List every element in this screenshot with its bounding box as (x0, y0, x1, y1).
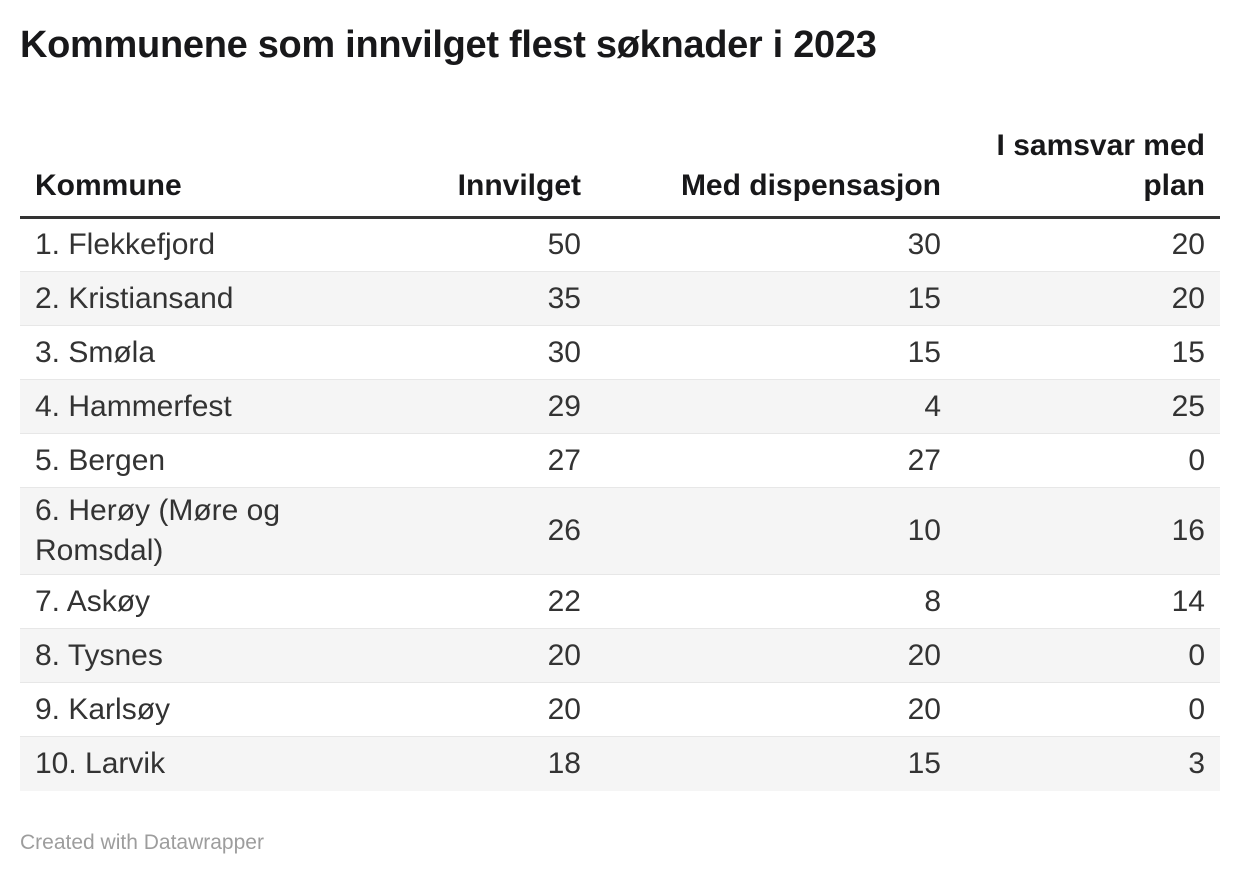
table-header: Kommune Innvilget Med dispensasjon I sam… (20, 126, 1220, 219)
column-header-innvilget: Innvilget (392, 126, 596, 219)
kommune-cell: 6. Herøy (Møre og Romsdal) (20, 487, 392, 575)
value-cell: 20 (596, 628, 956, 683)
value-cell: 10 (596, 487, 956, 575)
table-row: 7. Askøy 22 8 14 (20, 574, 1220, 629)
table-row: 4. Hammerfest 29 4 25 (20, 379, 1220, 434)
value-cell: 22 (392, 574, 596, 629)
data-table: Kommune Innvilget Med dispensasjon I sam… (20, 126, 1220, 791)
value-cell: 20 (956, 217, 1220, 272)
kommune-cell: 2. Kristiansand (20, 271, 392, 326)
value-cell: 0 (956, 682, 1220, 737)
table-row: 6. Herøy (Møre og Romsdal) 26 10 16 (20, 487, 1220, 575)
value-cell: 35 (392, 271, 596, 326)
kommune-cell: 5. Bergen (20, 433, 392, 488)
value-cell: 8 (596, 574, 956, 629)
value-cell: 15 (596, 271, 956, 326)
value-cell: 27 (392, 433, 596, 488)
value-cell: 3 (956, 736, 1220, 791)
table-row: 8. Tysnes 20 20 0 (20, 628, 1220, 683)
value-cell: 20 (392, 682, 596, 737)
value-cell: 30 (596, 217, 956, 272)
kommune-cell: 4. Hammerfest (20, 379, 392, 434)
table-row: 2. Kristiansand 35 15 20 (20, 271, 1220, 326)
value-cell: 0 (956, 433, 1220, 488)
value-cell: 14 (956, 574, 1220, 629)
value-cell: 50 (392, 217, 596, 272)
kommune-cell: 10. Larvik (20, 736, 392, 791)
table-body: 1. Flekkefjord 50 30 20 2. Kristiansand 35 15 2… (20, 217, 1220, 791)
value-cell: 4 (596, 379, 956, 434)
table-row: 10. Larvik 18 15 3 (20, 736, 1220, 791)
value-cell: 30 (392, 325, 596, 380)
value-cell: 20 (392, 628, 596, 683)
attribution: Created with Datawrapper (20, 829, 1220, 856)
kommune-cell: 8. Tysnes (20, 628, 392, 683)
column-header-med-dispensasjon: Med dispensasjon (596, 126, 956, 219)
kommune-cell: 1. Flekkefjord (20, 217, 392, 272)
value-cell: 15 (596, 736, 956, 791)
table-row: 9. Karlsøy 20 20 0 (20, 682, 1220, 737)
value-cell: 16 (956, 487, 1220, 575)
value-cell: 0 (956, 628, 1220, 683)
column-header-i-samsvar-med-plan: I samsvar med plan (956, 126, 1220, 219)
value-cell: 29 (392, 379, 596, 434)
kommune-cell: 3. Smøla (20, 325, 392, 380)
value-cell: 25 (956, 379, 1220, 434)
table-row: 5. Bergen 27 27 0 (20, 433, 1220, 488)
value-cell: 27 (596, 433, 956, 488)
chart-title: Kommunene som innvilget flest søknader i… (20, 24, 877, 66)
value-cell: 18 (392, 736, 596, 791)
kommune-cell: 9. Karlsøy (20, 682, 392, 737)
datawrapper-attribution-link[interactable]: Created with Datawrapper (20, 830, 264, 854)
value-cell: 26 (392, 487, 596, 575)
kommune-cell: 7. Askøy (20, 574, 392, 629)
column-header-kommune: Kommune (20, 126, 392, 219)
value-cell: 20 (956, 271, 1220, 326)
table-row: 3. Smøla 30 15 15 (20, 325, 1220, 380)
header-row: Kommune Innvilget Med dispensasjon I sam… (20, 126, 1220, 219)
table-row: 1. Flekkefjord 50 30 20 (20, 217, 1220, 272)
value-cell: 20 (596, 682, 956, 737)
value-cell: 15 (596, 325, 956, 380)
value-cell: 15 (956, 325, 1220, 380)
